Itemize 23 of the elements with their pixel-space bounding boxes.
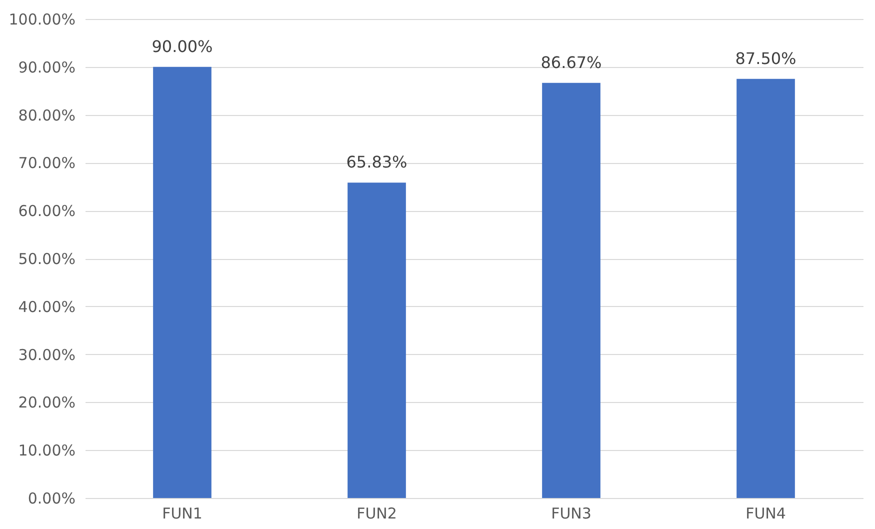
y-tick-label: 30.00% [18, 346, 76, 364]
x-tick-label: FUN1 [162, 504, 202, 522]
y-tick-label: 90.00% [18, 58, 76, 76]
y-tick-label: 70.00% [18, 154, 76, 172]
y-tick-label: 0.00% [28, 490, 76, 508]
y-tick-label: 80.00% [18, 106, 76, 124]
y-tick-label: 50.00% [18, 250, 76, 268]
x-tick-label: FUN4 [746, 504, 786, 522]
y-tick-label: 40.00% [18, 298, 76, 316]
data-label: 86.67% [540, 52, 602, 72]
y-tick-label: 20.00% [18, 394, 76, 412]
bar [736, 78, 795, 498]
data-label: 87.50% [735, 48, 796, 68]
y-tick-label: 10.00% [18, 442, 76, 460]
data-label: 90.00% [152, 36, 213, 56]
data-label: 65.83% [346, 152, 408, 172]
y-tick-label: 60.00% [18, 202, 76, 220]
y-tick-label: 100.00% [8, 10, 76, 28]
bar [542, 82, 600, 498]
bar [153, 66, 212, 498]
bar [348, 182, 406, 498]
x-tick-label: FUN3 [551, 504, 592, 522]
x-tick-label: FUN2 [356, 504, 397, 522]
